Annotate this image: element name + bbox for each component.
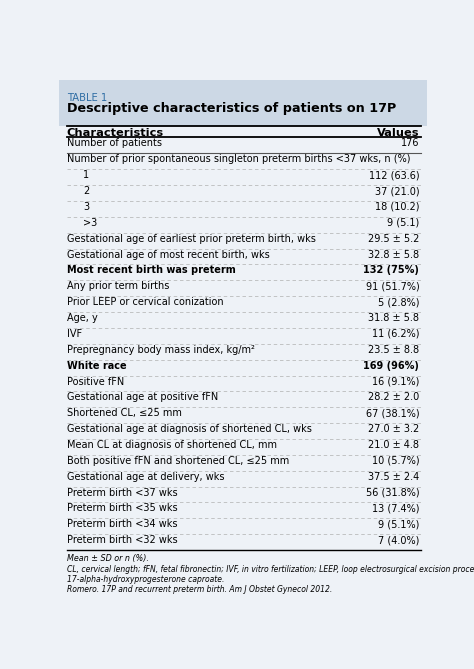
FancyBboxPatch shape	[59, 80, 427, 126]
Text: Preterm birth <34 wks: Preterm birth <34 wks	[66, 519, 177, 529]
Text: 37.5 ± 2.4: 37.5 ± 2.4	[368, 472, 419, 482]
Text: 11 (6.2%): 11 (6.2%)	[372, 329, 419, 339]
Text: Prepregnancy body mass index, kg/m²: Prepregnancy body mass index, kg/m²	[66, 345, 255, 355]
Text: Positive fFN: Positive fFN	[66, 377, 124, 387]
Text: 17-alpha-hydroxyprogesterone caproate.: 17-alpha-hydroxyprogesterone caproate.	[66, 575, 224, 584]
Text: 112 (63.6): 112 (63.6)	[369, 170, 419, 180]
Text: >3: >3	[83, 218, 97, 228]
Text: 91 (51.7%): 91 (51.7%)	[365, 282, 419, 291]
Text: 2: 2	[83, 186, 90, 196]
Text: 176: 176	[401, 138, 419, 149]
Text: 23.5 ± 8.8: 23.5 ± 8.8	[368, 345, 419, 355]
Text: IVF: IVF	[66, 329, 82, 339]
Text: 28.2 ± 2.0: 28.2 ± 2.0	[368, 393, 419, 403]
Text: 32.8 ± 5.8: 32.8 ± 5.8	[368, 250, 419, 260]
Text: 31.8 ± 5.8: 31.8 ± 5.8	[368, 313, 419, 323]
Text: 1: 1	[83, 170, 89, 180]
Text: Mean CL at diagnosis of shortened CL, mm: Mean CL at diagnosis of shortened CL, mm	[66, 440, 277, 450]
Text: 27.0 ± 3.2: 27.0 ± 3.2	[368, 424, 419, 434]
Text: 13 (7.4%): 13 (7.4%)	[372, 504, 419, 514]
Text: 5 (2.8%): 5 (2.8%)	[378, 297, 419, 307]
Text: Preterm birth <35 wks: Preterm birth <35 wks	[66, 504, 177, 514]
Text: Characteristics: Characteristics	[66, 128, 164, 138]
Text: Number of prior spontaneous singleton preterm births <37 wks, n (%): Number of prior spontaneous singleton pr…	[66, 155, 410, 165]
Text: Number of patients: Number of patients	[66, 138, 162, 149]
Text: Romero. 17P and recurrent preterm birth. Am J Obstet Gynecol 2012.: Romero. 17P and recurrent preterm birth.…	[66, 585, 332, 594]
Text: Mean ± SD or n (%).: Mean ± SD or n (%).	[66, 554, 148, 563]
Text: 9 (5.1%): 9 (5.1%)	[378, 519, 419, 529]
Text: 9 (5.1): 9 (5.1)	[387, 218, 419, 228]
Text: Any prior term births: Any prior term births	[66, 282, 169, 291]
Text: 16 (9.1%): 16 (9.1%)	[372, 377, 419, 387]
Text: Gestational age at delivery, wks: Gestational age at delivery, wks	[66, 472, 224, 482]
Text: CL, cervical length; fFN, fetal fibronectin; IVF, in vitro fertilization; LEEP, : CL, cervical length; fFN, fetal fibronec…	[66, 565, 474, 573]
Text: 21.0 ± 4.8: 21.0 ± 4.8	[368, 440, 419, 450]
Text: 67 (38.1%): 67 (38.1%)	[365, 408, 419, 418]
Text: Both positive fFN and shortened CL, ≤25 mm: Both positive fFN and shortened CL, ≤25 …	[66, 456, 289, 466]
Text: TABLE 1: TABLE 1	[66, 92, 107, 102]
Text: 56 (31.8%): 56 (31.8%)	[365, 488, 419, 498]
Text: Gestational age at positive fFN: Gestational age at positive fFN	[66, 393, 218, 403]
Text: Most recent birth was preterm: Most recent birth was preterm	[66, 266, 236, 276]
Text: Descriptive characteristics of patients on 17P: Descriptive characteristics of patients …	[66, 102, 396, 116]
Text: Prior LEEP or cervical conization: Prior LEEP or cervical conization	[66, 297, 223, 307]
Text: 132 (75%): 132 (75%)	[364, 266, 419, 276]
Text: Gestational age at diagnosis of shortened CL, wks: Gestational age at diagnosis of shortene…	[66, 424, 311, 434]
Text: 18 (10.2): 18 (10.2)	[375, 202, 419, 212]
Text: White race: White race	[66, 361, 126, 371]
Text: 37 (21.0): 37 (21.0)	[374, 186, 419, 196]
Text: 7 (4.0%): 7 (4.0%)	[378, 535, 419, 545]
Text: Shortened CL, ≤25 mm: Shortened CL, ≤25 mm	[66, 408, 182, 418]
Text: Values: Values	[377, 128, 419, 138]
Text: Preterm birth <37 wks: Preterm birth <37 wks	[66, 488, 177, 498]
Text: Gestational age of most recent birth, wks: Gestational age of most recent birth, wk…	[66, 250, 269, 260]
Text: Age, y: Age, y	[66, 313, 97, 323]
Text: 10 (5.7%): 10 (5.7%)	[372, 456, 419, 466]
Text: 169 (96%): 169 (96%)	[364, 361, 419, 371]
Text: Gestational age of earliest prior preterm birth, wks: Gestational age of earliest prior preter…	[66, 233, 316, 244]
Text: 3: 3	[83, 202, 89, 212]
Text: 29.5 ± 5.2: 29.5 ± 5.2	[368, 233, 419, 244]
Text: Preterm birth <32 wks: Preterm birth <32 wks	[66, 535, 177, 545]
